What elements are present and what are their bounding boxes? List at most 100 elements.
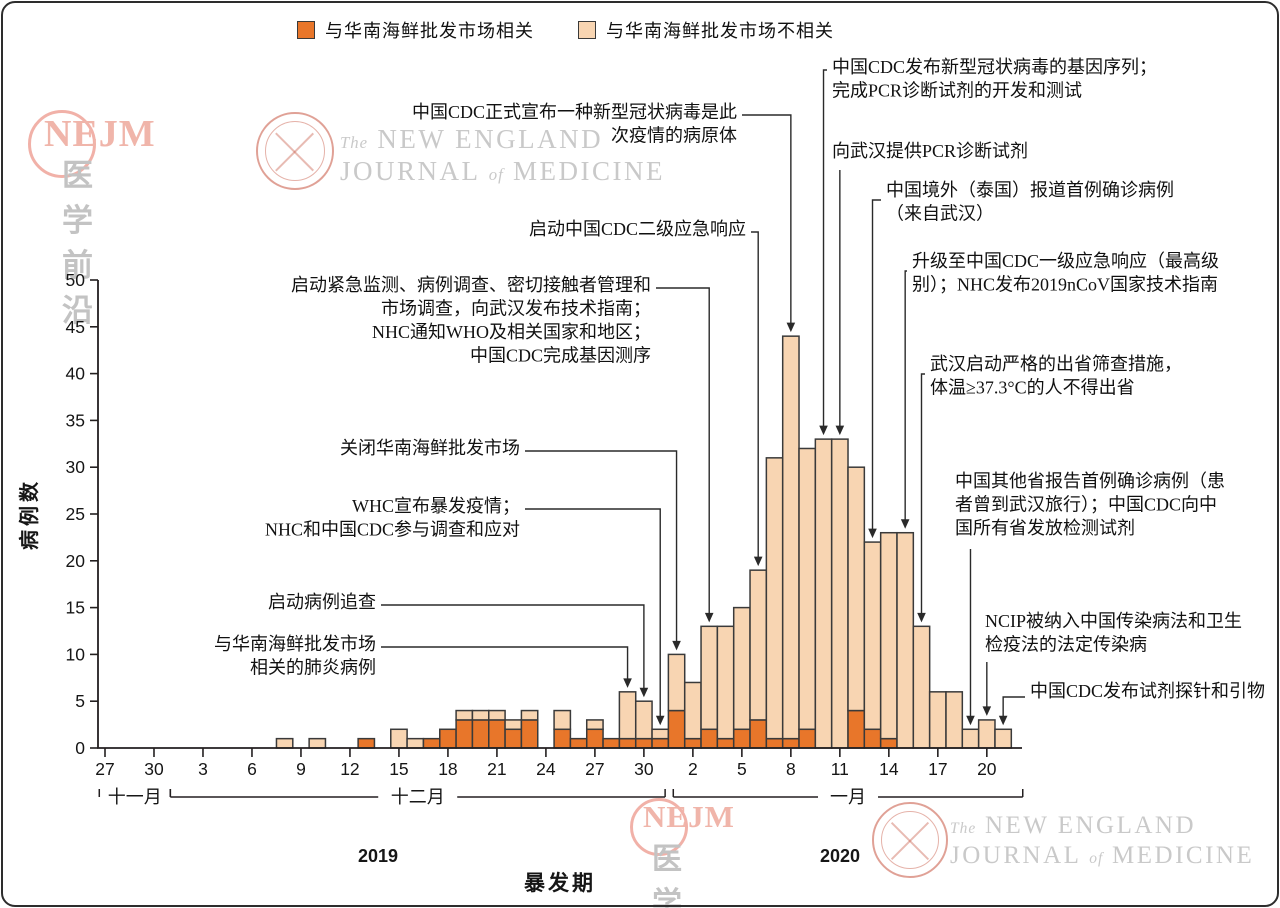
annotation-text: 国所有省发放检测试剂 xyxy=(955,518,1135,538)
x-tick-label: 30 xyxy=(144,759,164,779)
annotation-text: 升级至中国CDC一级应急响应（最高级 xyxy=(912,251,1219,271)
annotation-connector xyxy=(1002,696,1025,718)
bar-12-19 xyxy=(455,709,474,749)
bar-segment-not-linked xyxy=(994,728,1013,749)
bar-segment-not-linked xyxy=(928,691,947,749)
annotation-text: 中国CDC发布新型冠状病毒的基因序列； xyxy=(832,57,1157,77)
x-tick-label: 6 xyxy=(247,759,257,779)
arrowhead-icon xyxy=(982,706,992,716)
bar-01-07 xyxy=(765,457,784,749)
annotation-connector xyxy=(920,373,925,615)
annotation-case-finding: 启动病例追查 xyxy=(268,592,649,698)
bar-01-11 xyxy=(830,438,849,749)
bar-12-20 xyxy=(471,709,490,749)
bar-segment-not-linked xyxy=(732,606,751,731)
bar-segment-market-linked xyxy=(716,737,735,749)
annotation-text: 体温≥37.3°C的人不得出省 xyxy=(930,378,1135,398)
arrowhead-icon xyxy=(998,715,1008,726)
y-tick-label: 0 xyxy=(75,738,85,758)
arrowhead-icon xyxy=(917,612,926,623)
month-bracket-十二月 xyxy=(169,789,666,798)
bar-01-20 xyxy=(977,719,996,749)
bar-12-26 xyxy=(569,737,588,749)
y-tick-label: 50 xyxy=(66,270,86,290)
bar-segment-not-linked xyxy=(961,728,980,749)
annotation-market-closed: 关闭华南海鲜批发市场 xyxy=(340,438,681,651)
bar-01-02 xyxy=(683,681,702,749)
bar-segment-not-linked xyxy=(781,335,800,740)
legend-label-related: 与华南海鲜批发市场相关 xyxy=(325,21,534,41)
bar-01-17 xyxy=(928,691,947,749)
x-tick-label: 27 xyxy=(95,759,114,779)
bar-segment-not-linked xyxy=(798,447,817,731)
bar-01-12 xyxy=(847,466,866,749)
x-tick-label: 5 xyxy=(737,759,747,779)
bar-segment-not-linked xyxy=(488,709,506,721)
bar-01-15 xyxy=(896,531,915,749)
legend-swatch-unrelated-icon xyxy=(578,21,596,39)
annotation-text: 关闭华南海鲜批发市场 xyxy=(340,438,520,458)
bar-01-18 xyxy=(945,691,964,749)
bar-segment-market-linked xyxy=(422,737,441,749)
x-tick-label: 27 xyxy=(585,759,604,779)
annotation-connector xyxy=(656,287,710,615)
annotation-connector xyxy=(381,646,629,680)
year-label: 2019 xyxy=(358,846,398,866)
bar-segment-not-linked xyxy=(471,709,490,721)
bar-12-23 xyxy=(520,709,539,749)
bar-12-27 xyxy=(585,719,604,749)
bar-segment-not-linked xyxy=(879,531,898,740)
y-tick-label: 5 xyxy=(75,691,85,711)
bar-01-04 xyxy=(716,625,735,749)
bar-segment-market-linked xyxy=(651,737,670,749)
bar-segment-not-linked xyxy=(830,438,849,749)
annotation-connector xyxy=(381,604,645,690)
annotation-thailand-case: 中国境外（泰国）报道首例确诊病例 （来自武汉） xyxy=(868,180,1174,539)
bar-segment-not-linked xyxy=(716,625,735,740)
bar-segment-not-linked xyxy=(406,737,425,749)
bar-01-06 xyxy=(749,569,768,749)
arrowhead-icon xyxy=(819,425,828,436)
bar-segment-market-linked xyxy=(504,728,523,749)
annotation-text: 中国CDC完成基因测序 xyxy=(470,346,651,366)
bar-01-05 xyxy=(732,606,751,749)
bar-12-25 xyxy=(553,709,572,749)
bar-segment-not-linked xyxy=(765,457,784,740)
bar-12-10 xyxy=(308,737,327,749)
annotation-text: 与华南海鲜批发市场 xyxy=(214,634,376,654)
bar-segment-not-linked xyxy=(667,653,686,712)
annotation-connector xyxy=(525,450,678,643)
annotation-text: 者曾到武汉旅行）；中国CDC向中 xyxy=(955,495,1217,515)
annotation-exit-screening: 武汉启动严格的出省筛查措施， 体温≥37.3°C的人不得出省 xyxy=(917,354,1182,623)
bar-12-29 xyxy=(618,691,637,749)
annotation-text: 启动中国CDC二级应急响应 xyxy=(529,219,746,239)
bar-12-13 xyxy=(357,737,376,749)
arrowhead-icon xyxy=(639,687,649,698)
arrowhead-icon xyxy=(753,556,763,567)
y-tick-label: 30 xyxy=(66,457,86,477)
bar-segment-not-linked xyxy=(651,728,670,740)
bar-segment-market-linked xyxy=(553,728,572,749)
bar-01-03 xyxy=(700,625,719,749)
bar-segment-not-linked xyxy=(977,719,996,749)
annotation-text: 市场调查，向武汉发布技术指南； xyxy=(381,299,651,319)
bar-12-18 xyxy=(439,728,457,749)
bar-12-16 xyxy=(406,737,425,749)
bar-segment-market-linked xyxy=(798,728,817,749)
x-tick-label: 24 xyxy=(536,759,556,779)
annotation-connector xyxy=(742,114,792,325)
annotation-connector xyxy=(871,199,881,531)
bar-segment-not-linked xyxy=(863,541,882,731)
annotation-text: 次疫情的病原体 xyxy=(611,126,737,146)
x-tick-label: 20 xyxy=(977,759,997,779)
x-tick-label: 11 xyxy=(831,759,849,779)
bar-segment-market-linked xyxy=(683,737,702,749)
bar-01-01 xyxy=(667,653,686,749)
bar-01-13 xyxy=(863,541,882,749)
bar-12-21 xyxy=(488,709,506,749)
bar-segment-not-linked xyxy=(390,728,408,749)
bar-segment-market-linked xyxy=(863,728,882,749)
